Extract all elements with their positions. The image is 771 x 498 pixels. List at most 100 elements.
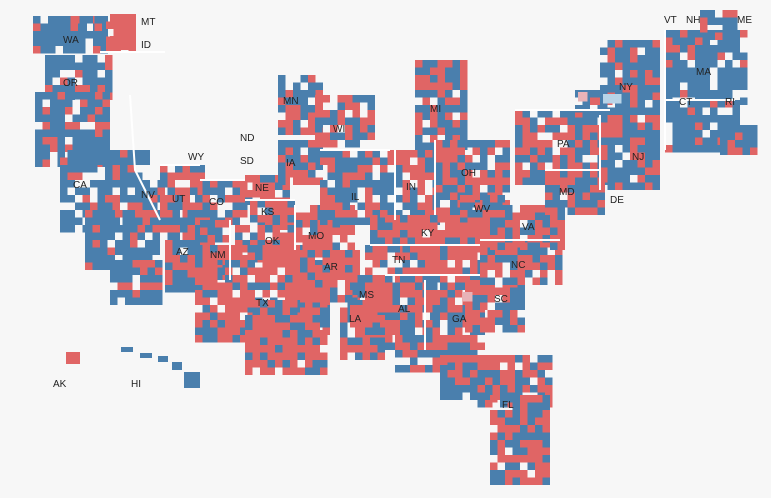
county-cell[interactable] — [377, 237, 386, 246]
county-cell[interactable] — [267, 300, 276, 308]
county-cell[interactable] — [410, 365, 418, 373]
county-cell[interactable] — [502, 277, 511, 286]
county-cell[interactable] — [517, 270, 526, 278]
county-cell[interactable] — [142, 217, 151, 226]
county-cell[interactable] — [187, 240, 196, 248]
county-cell[interactable] — [480, 302, 488, 311]
county-cell[interactable] — [75, 165, 83, 173]
county-cell[interactable] — [430, 135, 438, 143]
county-cell[interactable] — [407, 305, 416, 313]
county-cell[interactable] — [460, 75, 468, 83]
county-cell[interactable] — [142, 195, 151, 203]
county-cell[interactable] — [645, 107, 653, 116]
county-cell[interactable] — [695, 100, 703, 108]
county-cell[interactable] — [402, 342, 411, 351]
county-cell[interactable] — [395, 172, 403, 181]
county-cell[interactable] — [115, 225, 123, 233]
county-cell[interactable] — [590, 140, 598, 148]
county-cell[interactable] — [520, 227, 528, 236]
county-cell[interactable] — [260, 175, 268, 183]
county-cell[interactable] — [132, 260, 141, 268]
county-cell[interactable] — [307, 265, 316, 273]
state-label-nj[interactable]: NJ — [632, 152, 644, 163]
county-cell[interactable] — [370, 337, 378, 346]
county-cell[interactable] — [517, 262, 526, 271]
county-cell[interactable] — [207, 227, 216, 236]
state-label-wv[interactable]: WV — [474, 204, 490, 215]
county-cell[interactable] — [417, 187, 426, 196]
county-cell[interactable] — [107, 255, 116, 263]
county-cell[interactable] — [545, 385, 553, 393]
county-cell[interactable] — [460, 90, 468, 98]
county-cell[interactable] — [422, 112, 431, 121]
county-cell[interactable] — [140, 260, 148, 268]
county-cell[interactable] — [340, 352, 348, 361]
county-cell[interactable] — [530, 132, 538, 141]
county-cell[interactable] — [252, 330, 261, 338]
county-cell[interactable] — [395, 267, 403, 276]
county-cell[interactable] — [645, 47, 653, 56]
county-cell[interactable] — [567, 192, 576, 201]
county-cell[interactable] — [720, 132, 728, 141]
county-cell[interactable] — [465, 170, 473, 178]
county-cell[interactable] — [92, 255, 101, 263]
county-cell[interactable] — [502, 147, 511, 156]
county-cell[interactable] — [522, 132, 531, 141]
county-cell[interactable] — [145, 247, 153, 256]
county-cell[interactable] — [180, 270, 188, 278]
county-cell[interactable] — [100, 210, 108, 218]
county-cell[interactable] — [380, 157, 388, 166]
county-cell[interactable] — [380, 252, 388, 261]
county-cell[interactable] — [545, 192, 553, 201]
county-cell[interactable] — [335, 187, 343, 196]
county-cell[interactable] — [417, 350, 426, 358]
county-cell[interactable] — [497, 417, 506, 426]
county-cell[interactable] — [425, 150, 433, 158]
county-cell[interactable] — [537, 125, 546, 133]
county-cell[interactable] — [717, 82, 726, 91]
county-cell[interactable] — [165, 270, 173, 278]
county-cell[interactable] — [167, 202, 176, 211]
county-cell[interactable] — [695, 130, 703, 138]
county-cell[interactable] — [717, 67, 726, 76]
county-cell[interactable] — [147, 290, 156, 298]
county-cell[interactable] — [460, 215, 468, 223]
county-cell[interactable] — [672, 37, 681, 46]
county-cell[interactable] — [377, 345, 386, 353]
county-cell[interactable] — [522, 177, 531, 186]
county-cell[interactable] — [297, 367, 306, 376]
county-cell[interactable] — [457, 162, 466, 171]
county-cell[interactable] — [308, 140, 316, 148]
county-cell[interactable] — [687, 67, 696, 76]
county-cell[interactable] — [315, 132, 323, 141]
county-cell[interactable] — [485, 377, 493, 386]
county-cell[interactable] — [415, 90, 423, 98]
county-cell[interactable] — [567, 125, 576, 133]
county-cell[interactable] — [380, 275, 388, 283]
county-cell[interactable] — [540, 255, 548, 263]
county-cell[interactable] — [430, 60, 438, 68]
county-cell[interactable] — [407, 312, 416, 321]
county-cell[interactable] — [447, 290, 456, 298]
county-cell[interactable] — [320, 360, 328, 368]
county-cell[interactable] — [210, 210, 218, 218]
state-label-ca[interactable]: CA — [73, 180, 87, 191]
county-cell[interactable] — [202, 282, 211, 291]
county-cell[interactable] — [695, 75, 703, 83]
county-cell[interactable] — [285, 170, 294, 178]
county-cell[interactable] — [440, 297, 448, 306]
county-cell[interactable] — [195, 297, 203, 306]
county-cell[interactable] — [590, 117, 598, 126]
county-cell[interactable] — [645, 70, 653, 78]
county-cell[interactable] — [97, 187, 106, 196]
county-cell[interactable] — [85, 232, 93, 241]
county-cell[interactable] — [300, 250, 308, 258]
county-cell[interactable] — [322, 110, 331, 118]
county-cell[interactable] — [560, 132, 568, 141]
county-cell[interactable] — [245, 330, 253, 338]
county-cell[interactable] — [94, 16, 103, 24]
county-cell[interactable] — [432, 252, 441, 261]
county-cell[interactable] — [482, 195, 491, 203]
county-cell[interactable] — [545, 177, 553, 186]
county-cell[interactable] — [435, 207, 443, 216]
